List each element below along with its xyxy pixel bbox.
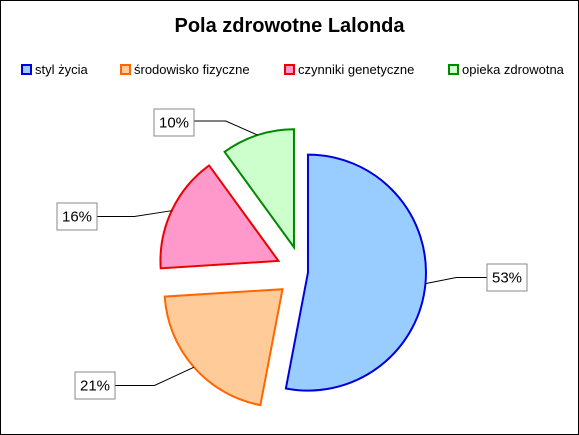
data-label-box-styl-zycia: [486, 263, 528, 292]
legend-swatch-srodowisko-fizyczne: [120, 64, 131, 75]
data-label-box-opieka-zdrowotna: [153, 108, 195, 137]
data-label-styl-zycia: 53%: [492, 270, 522, 287]
pie-slice-srodowisko-fizyczne: [163, 288, 284, 407]
legend-label-styl-zycia: styl życia: [35, 62, 89, 77]
legend-label-czynniki-genetyczne: czynniki genetyczne: [298, 62, 414, 77]
leader-line-czynniki-genetyczne: [97, 210, 172, 217]
leader-line-styl-zycia: [425, 277, 487, 285]
pie-slice-styl-zycia: [284, 153, 427, 392]
legend-swatch-czynniki-genetyczne: [284, 64, 295, 75]
data-label-box-srodowisko-fizyczne: [74, 371, 116, 400]
chart-title: Pola zdrowotne Lalonda: [174, 15, 405, 37]
pie-slice-opieka-zdrowotna: [223, 128, 295, 251]
legend-label-srodowisko-fizyczne: środowisko fizyczne: [134, 62, 250, 77]
data-label-opieka-zdrowotna: 10%: [159, 115, 189, 132]
legend-swatch-opieka-zdrowotna: [448, 64, 459, 75]
legend-label-opieka-zdrowotna: opieka zdrowotna: [462, 62, 565, 77]
data-label-srodowisko-fizyczne: 21%: [80, 378, 110, 395]
data-label-box-czynniki-genetyczne: [56, 202, 98, 231]
leader-line-srodowisko-fizyczne: [115, 366, 195, 386]
leader-line-opieka-zdrowotna: [194, 120, 258, 136]
legend-swatch-styl-zycia: [21, 64, 32, 75]
data-label-czynniki-genetyczne: 16%: [62, 209, 92, 226]
